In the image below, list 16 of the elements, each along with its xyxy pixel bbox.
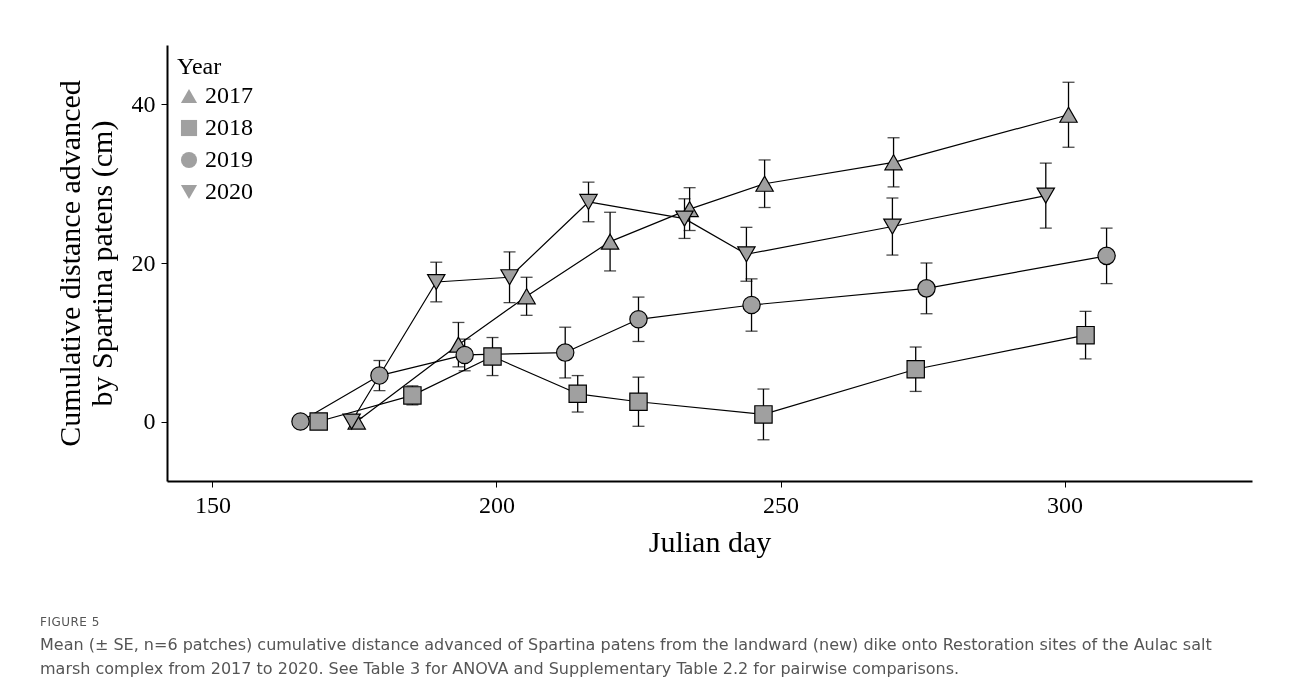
x-tick-label: 200	[478, 491, 515, 518]
y-tick-label: 40	[131, 90, 156, 117]
y-axis-title: Cumulative distance advanced by Spartina patens (cm)	[52, 80, 119, 447]
x-tick-label: 250	[763, 491, 800, 518]
legend-label: 2019	[205, 146, 253, 172]
y-tick-label: 0	[143, 408, 156, 435]
x-tick-label: 150	[194, 491, 231, 518]
legend-title: Year	[177, 53, 222, 79]
y-tick-label: 20	[131, 249, 156, 276]
legend-label: 2020	[205, 178, 253, 204]
caption: FIGURE 5	[40, 615, 101, 629]
legend-label: 2017	[205, 82, 253, 108]
x-axis-title: Julian day	[648, 524, 772, 558]
text: Mean (± SE, n=6 patches) cumulative distance advanced of Spartina patens from the landward (new) dike onto Restoration sites of the Aulac salt marsh complex from 2017 to 2020. See Table 3 for ANOVA and Supplementary Table 2.2 for pairwise comparisons.	[40, 634, 1213, 680]
x-tick-label: 300	[1047, 491, 1084, 518]
legend-label: 2018	[205, 114, 253, 140]
